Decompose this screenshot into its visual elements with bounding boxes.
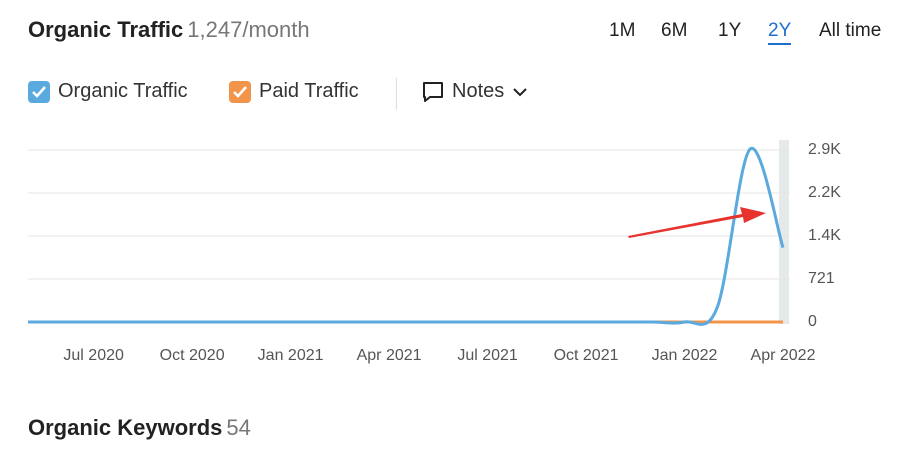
check-icon <box>32 85 46 98</box>
period-tab[interactable]: 1M <box>609 20 636 41</box>
footer: Organic Keywords 54 <box>28 415 251 441</box>
x-tick-label: Jan 2022 <box>652 347 718 364</box>
period-tab[interactable]: All time <box>819 20 882 41</box>
notes-button[interactable]: Notes <box>422 80 528 103</box>
footer-title: Organic Keywords <box>28 415 223 440</box>
chevron-icon <box>513 87 527 96</box>
x-tick-label: Jan 2021 <box>258 347 324 364</box>
y-tick-label: 721 <box>808 270 835 287</box>
checkbox[interactable] <box>28 80 50 103</box>
legend-label: Paid Traffic <box>259 80 359 102</box>
y-tick-label: 1.4K <box>808 227 841 244</box>
x-tick-label: Oct 2021 <box>554 347 619 364</box>
annotation-arrow <box>628 207 766 238</box>
x-tick-label: Apr 2022 <box>751 347 816 364</box>
period-tab[interactable]: 2Y <box>768 20 792 45</box>
line <box>28 147 785 326</box>
header-metric: 1,247/month <box>187 17 310 42</box>
x-tick-label: Apr 2021 <box>357 347 422 364</box>
check-icon <box>233 85 247 98</box>
x-tick-label: Jul 2020 <box>63 347 124 364</box>
legend-item[interactable]: Paid Traffic <box>229 80 359 103</box>
chart: 0 721 1.4K 2.2K 2.9K Jul 2020 Oct 2020 Jan 2021… <box>28 140 841 364</box>
divider <box>396 78 397 110</box>
footer-count: 54 <box>226 415 251 440</box>
current-period-band <box>779 140 789 324</box>
period-tab[interactable]: 1Y <box>718 20 742 41</box>
y-tick-label: 2.2K <box>808 184 841 201</box>
x-tick-label: Jul 2021 <box>457 347 518 364</box>
period-tab[interactable]: 6M <box>661 20 688 41</box>
legend-item[interactable]: Organic Traffic <box>28 80 188 103</box>
y-tick-label: 2.9K <box>808 141 841 158</box>
y-tick-label: 0 <box>808 313 817 330</box>
notes-label: Notes <box>452 80 505 102</box>
checkbox[interactable] <box>229 80 251 103</box>
legend-label: Organic Traffic <box>58 80 188 102</box>
header-title: Organic Traffic <box>28 17 184 42</box>
x-tick-label: Oct 2020 <box>160 347 225 364</box>
header: Organic Traffic 1,247/month <box>28 17 310 43</box>
notes-icon <box>423 81 443 102</box>
